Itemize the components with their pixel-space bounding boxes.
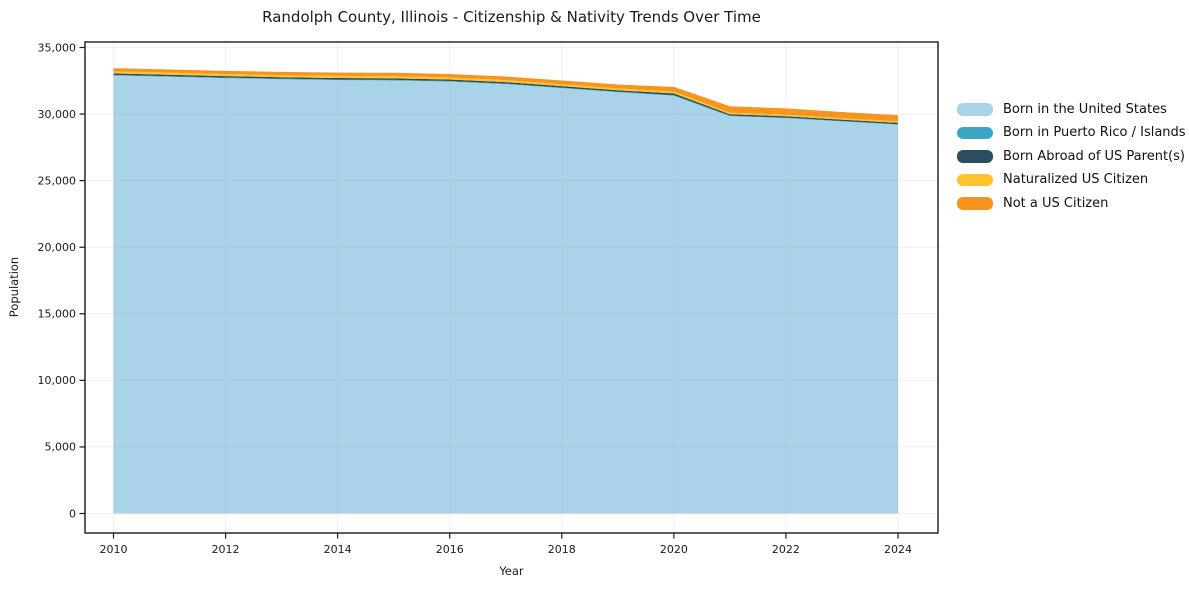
legend-item-not-a-us-citizen: Not a US Citizen — [957, 195, 1186, 211]
plot-spines — [84, 41, 939, 534]
y-tick-label-15000: 15,000 — [38, 308, 77, 321]
x-tick-label-2012: 2012 — [212, 543, 240, 556]
x-tick-label-2024: 2024 — [884, 543, 912, 556]
legend-label-born-in-puerto-rico-islands: Born in Puerto Rico / Islands — [1003, 125, 1186, 141]
legend-swatch-born-in-the-united-states — [957, 103, 993, 116]
legend-item-born-abroad-of-us-parent-s: Born Abroad of US Parent(s) — [957, 148, 1186, 164]
x-tick-label-2018: 2018 — [548, 543, 576, 556]
area-not-a-us-citizen — [113, 68, 898, 122]
y-tick-label-10000: 10,000 — [38, 374, 77, 387]
x-tick-label-2014: 2014 — [324, 543, 352, 556]
area-born-abroad-of-us-parent-s — [113, 73, 898, 125]
y-tick-label-25000: 25,000 — [38, 174, 77, 187]
legend: Born in the United States Born in Puerto … — [957, 101, 1186, 211]
legend-swatch-born-abroad-of-us-parent-s — [957, 150, 993, 163]
area-born-in-the-united-states — [113, 75, 898, 514]
legend-label-not-a-us-citizen: Not a US Citizen — [1003, 195, 1109, 211]
y-tick-label-30000: 30,000 — [38, 108, 77, 121]
y-axis-label: Population — [7, 256, 21, 318]
x-tick-label-2020: 2020 — [660, 543, 688, 556]
x-tick-label-2022: 2022 — [772, 543, 800, 556]
y-tick-label-0: 0 — [69, 507, 76, 520]
x-tick-label-2016: 2016 — [436, 543, 464, 556]
legend-label-naturalized-us-citizen: Naturalized US Citizen — [1003, 172, 1149, 188]
legend-swatch-naturalized-us-citizen — [957, 173, 993, 186]
x-axis-label: Year — [499, 564, 524, 578]
y-tick-label-20000: 20,000 — [38, 241, 77, 254]
y-tick-label-5000: 5,000 — [45, 441, 77, 454]
legend-swatch-born-in-puerto-rico-islands — [957, 126, 993, 139]
legend-swatch-not-a-us-citizen — [957, 197, 993, 210]
legend-item-naturalized-us-citizen: Naturalized US Citizen — [957, 172, 1186, 188]
y-tick-label-35000: 35,000 — [38, 41, 77, 54]
legend-label-born-abroad-of-us-parent-s: Born Abroad of US Parent(s) — [1003, 148, 1185, 164]
x-tick-label-2010: 2010 — [100, 543, 128, 556]
chart-title: Randolph County, Illinois - Citizenship … — [262, 8, 761, 26]
legend-label-born-in-the-united-states: Born in the United States — [1003, 101, 1167, 117]
legend-item-born-in-puerto-rico-islands: Born in Puerto Rico / Islands — [957, 125, 1186, 141]
area-naturalized-us-citizen — [113, 71, 898, 123]
legend-item-born-in-the-united-states: Born in the United States — [957, 101, 1186, 117]
